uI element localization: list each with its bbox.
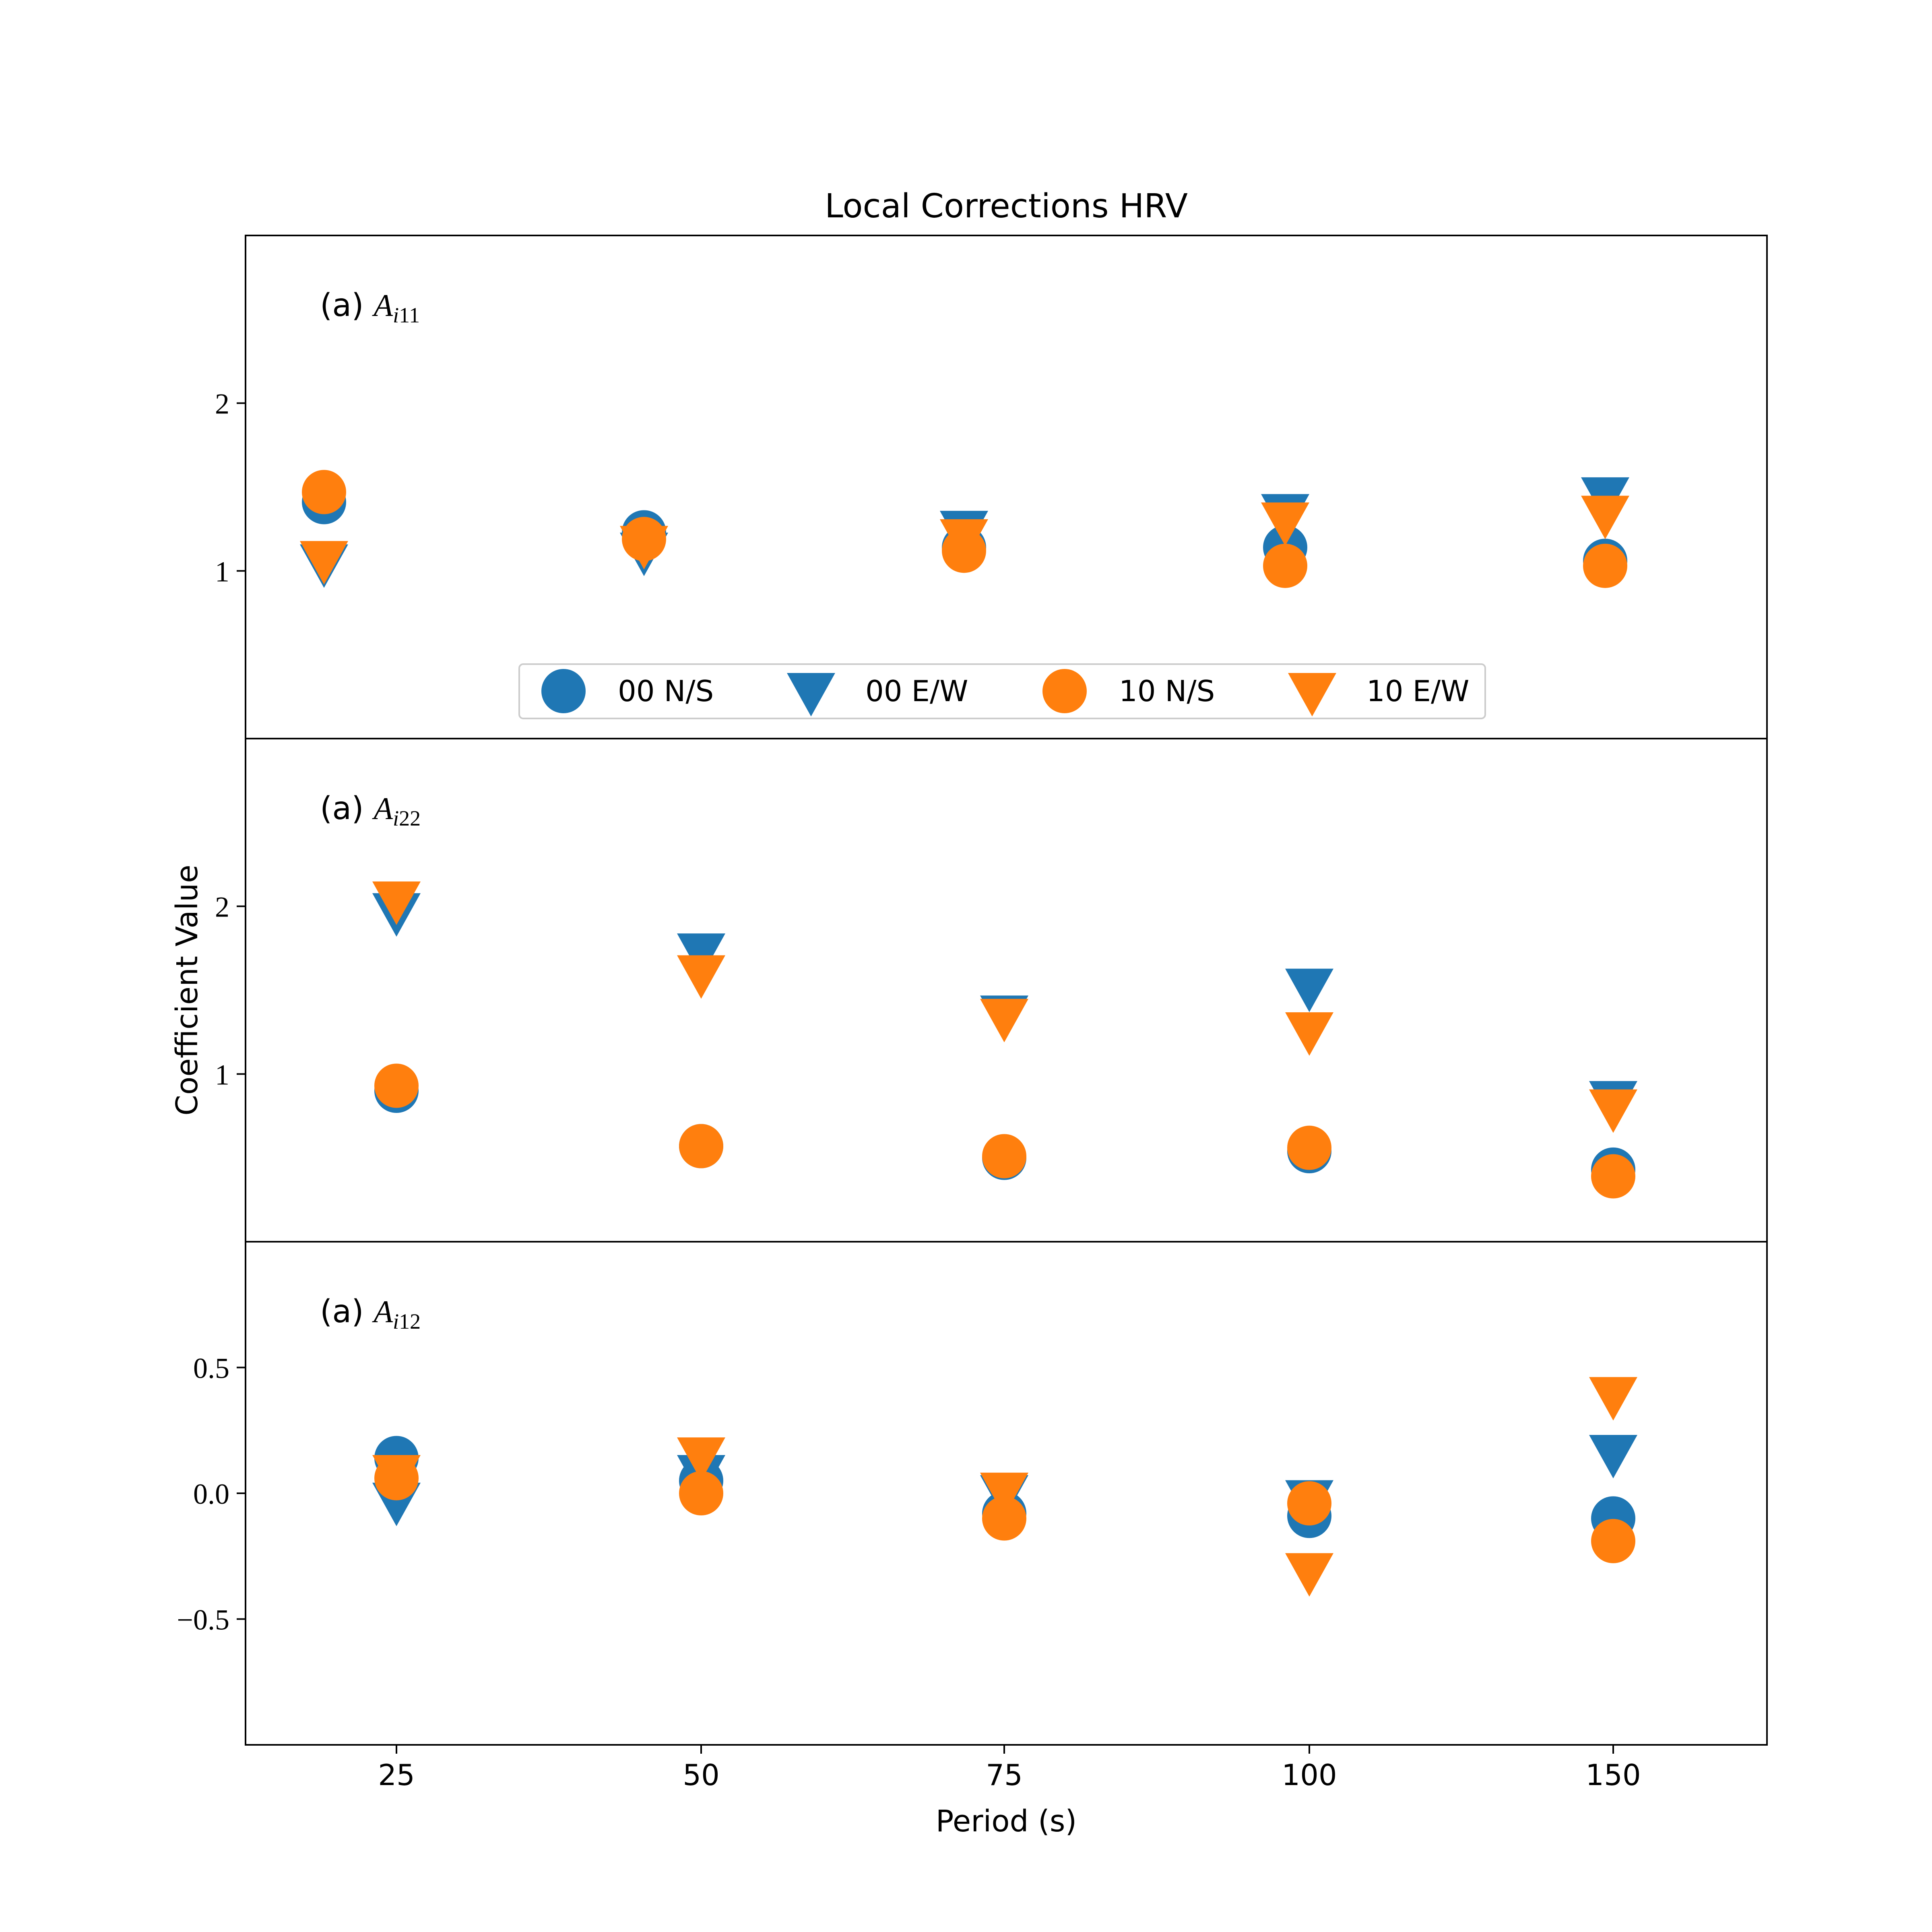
y-axis-label: Coefficient Value [170, 865, 204, 1115]
data-point [1589, 1435, 1637, 1478]
y-tick-label: 1 [215, 555, 229, 588]
triangle-marker-icon [1288, 673, 1336, 716]
data-point [1285, 968, 1333, 1012]
x-tick-label: 75 [986, 1758, 1023, 1792]
y-tick-label: 0.5 [193, 1352, 229, 1385]
data-point [302, 470, 346, 514]
circle-marker-icon [541, 669, 586, 713]
x-axis-label: Period (s) [936, 1804, 1077, 1839]
data-point [982, 1496, 1026, 1541]
data-point [1589, 1089, 1637, 1133]
data-point [1591, 1519, 1635, 1563]
y-tick-label: −0.5 [177, 1604, 229, 1636]
data-point [982, 1134, 1026, 1179]
data-point [940, 519, 988, 563]
data-point [679, 1124, 723, 1168]
legend-label: 00 N/S [618, 674, 714, 708]
data-point [372, 1455, 421, 1499]
series-10-e-w [300, 495, 1629, 585]
y-tick-label: 1 [215, 1059, 229, 1091]
data-point [300, 541, 348, 585]
data-point [1581, 495, 1629, 539]
data-point [677, 1437, 725, 1481]
figure-title: Local Corrections HRV [825, 187, 1188, 225]
legend-entry: 00 N/S [541, 669, 714, 713]
panel-1: 1 2 (a) Ai11 [215, 235, 1768, 739]
legend-frame [518, 663, 1486, 719]
panels: 1 2 (a) Ai11 1 2 (a) Ai22 −0.5 0.0 0.5 (a) Ai12 25… [177, 235, 1768, 1792]
data-point [1285, 1012, 1333, 1056]
panel-label: (a) Ai11 [320, 287, 420, 327]
series-10-n-s [302, 470, 1627, 588]
series-10-e-w [372, 1377, 1637, 1597]
panel-label: (a) Ai22 [320, 791, 421, 830]
data-point [620, 526, 668, 570]
data-point [980, 999, 1028, 1042]
panel-label: (a) Ai12 [320, 1294, 421, 1333]
data-point [374, 1063, 419, 1108]
data-point [1263, 543, 1307, 588]
series-10-n-s [374, 1063, 1635, 1199]
panel-2: 1 2 (a) Ai22 [215, 738, 1768, 1243]
data-point [1287, 1125, 1331, 1170]
series-10-e-w [372, 881, 1637, 1133]
data-point [372, 881, 421, 925]
data-point [679, 1471, 723, 1515]
data-point [1589, 1377, 1637, 1421]
legend-entry: 00 E/W [787, 673, 968, 716]
x-tick-label: 25 [378, 1758, 415, 1792]
data-point [1285, 1553, 1333, 1597]
y-tick-label: 0.0 [193, 1478, 229, 1510]
legend-entry: 10 E/W [1288, 673, 1469, 716]
panel-3: −0.5 0.0 0.5 (a) Ai12 25 50 75 100 150 [177, 1241, 1768, 1792]
legend: 00 N/S 00 E/W 10 N/S 10 E/W [518, 663, 1486, 719]
data-point [677, 933, 725, 977]
data-point [1261, 502, 1309, 546]
x-tick-label: 100 [1282, 1758, 1337, 1792]
y-tick-label: 2 [215, 891, 229, 923]
legend-label: 00 E/W [865, 674, 968, 708]
data-point [677, 955, 725, 999]
x-tick-label: 50 [683, 1758, 720, 1792]
legend-label: 10 N/S [1119, 674, 1215, 708]
circle-marker-icon [1042, 669, 1087, 713]
y-tick-label: 2 [215, 388, 229, 420]
legend-label: 10 E/W [1366, 674, 1469, 708]
triangle-marker-icon [787, 673, 835, 716]
data-point [1583, 543, 1627, 588]
x-tick-label: 150 [1585, 1758, 1641, 1792]
data-point [1591, 1154, 1635, 1199]
data-point [980, 1472, 1028, 1516]
legend-entry: 10 N/S [1042, 669, 1215, 713]
data-point [1287, 1481, 1331, 1525]
